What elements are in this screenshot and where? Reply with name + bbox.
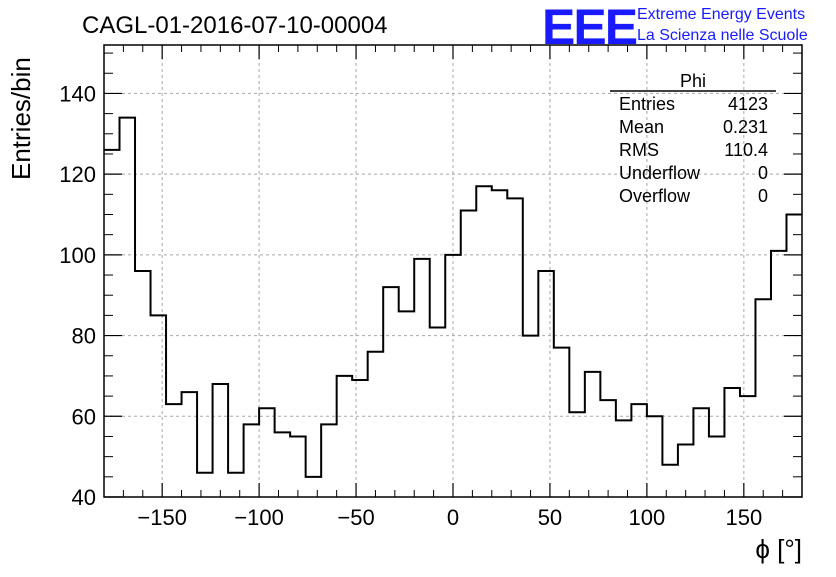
histogram-bin <box>538 271 554 497</box>
histogram-bin <box>662 465 678 497</box>
y-tick-label: 120 <box>59 162 96 187</box>
histogram-bin <box>383 287 399 497</box>
histogram-bin <box>135 271 151 497</box>
histogram-bin <box>399 311 415 497</box>
stats-name: Phi <box>680 71 706 91</box>
x-axis-title: ϕ [°] <box>755 534 802 564</box>
histogram-bin <box>724 388 740 497</box>
histogram-bin <box>414 259 430 497</box>
eee-logo-line2: La Scienza nelle Scuole <box>637 27 808 44</box>
stats-value: 0 <box>758 186 768 206</box>
x-tick-label: 100 <box>629 505 666 530</box>
plot-frame <box>103 44 803 498</box>
histogram-bin <box>275 432 291 497</box>
histogram-bin <box>321 424 337 497</box>
y-tick-label: 40 <box>72 485 96 510</box>
y-tick-label: 80 <box>72 324 96 349</box>
grid-lines <box>104 45 802 497</box>
eee-logo-mark: EEE <box>542 0 637 55</box>
histogram-outline <box>104 116 802 478</box>
histogram-bin <box>647 416 663 497</box>
histogram-bin <box>492 190 508 497</box>
histogram-bin <box>585 372 601 497</box>
x-tick-label: 0 <box>447 505 459 530</box>
histogram-bin <box>616 420 632 497</box>
y-tick-labels: 40 60 80 100 120 140 <box>59 81 96 510</box>
histogram-bin <box>259 408 275 497</box>
x-tick-label: −100 <box>234 505 284 530</box>
y-tick-label: 60 <box>72 404 96 429</box>
histogram-bin <box>213 384 229 497</box>
histogram-bin <box>197 473 213 497</box>
stats-value: 0 <box>758 163 768 183</box>
histogram-bin <box>554 348 570 497</box>
histogram-bin <box>430 328 446 498</box>
histogram-bin <box>678 445 694 497</box>
eee-logo-line1: Extreme Energy Events <box>637 6 805 23</box>
stats-label: RMS <box>619 140 659 160</box>
stats-label: Entries <box>619 94 675 114</box>
stats-box: Phi Entries 4123 Mean 0.231 RMS 110.4 Underflo… <box>610 71 776 206</box>
histogram-bin <box>600 400 616 497</box>
histogram-bin <box>290 436 306 497</box>
histogram-bin <box>631 404 647 497</box>
y-axis-title: Entries/bin <box>6 57 36 180</box>
histogram-bin <box>507 198 523 497</box>
histogram-bin <box>337 376 353 497</box>
histogram-series <box>104 116 802 498</box>
histogram-bin <box>166 404 182 497</box>
histogram-bin <box>104 150 120 497</box>
chart-title: CAGL-01-2016-07-10-00004 <box>82 12 388 39</box>
axis-ticks <box>103 45 803 498</box>
x-tick-label: −50 <box>337 505 374 530</box>
stats-label: Underflow <box>619 163 701 183</box>
y-tick-label: 140 <box>59 81 96 106</box>
x-tick-label: −150 <box>137 505 187 530</box>
histogram-bin <box>306 477 322 497</box>
histogram-bin <box>182 392 198 497</box>
x-tick-label: 50 <box>538 505 562 530</box>
histogram-bin <box>771 251 787 497</box>
stats-label: Overflow <box>619 186 691 206</box>
histogram-bin <box>569 412 585 497</box>
stats-value: 0.231 <box>723 117 768 137</box>
histogram-bin <box>476 186 492 497</box>
eee-logo: EEE Extreme Energy Events La Scienza nel… <box>542 0 808 55</box>
histogram-bin <box>755 299 771 497</box>
histogram-bin <box>151 315 167 497</box>
histogram-bin <box>461 210 477 497</box>
histogram-bin <box>352 380 368 497</box>
histogram-bin <box>709 436 725 497</box>
y-tick-label: 100 <box>59 243 96 268</box>
stats-value: 110.4 <box>724 140 768 160</box>
stats-label: Mean <box>619 117 664 137</box>
histogram-bin <box>228 473 244 497</box>
histogram-bin <box>693 408 709 497</box>
x-tick-label: 150 <box>725 505 762 530</box>
histogram-bin <box>368 352 384 497</box>
histogram-bin <box>244 424 260 497</box>
histogram-bin <box>740 396 756 497</box>
x-tick-labels: −150 −100 −50 0 50 100 150 <box>137 505 762 530</box>
stats-value: 4123 <box>728 94 768 114</box>
